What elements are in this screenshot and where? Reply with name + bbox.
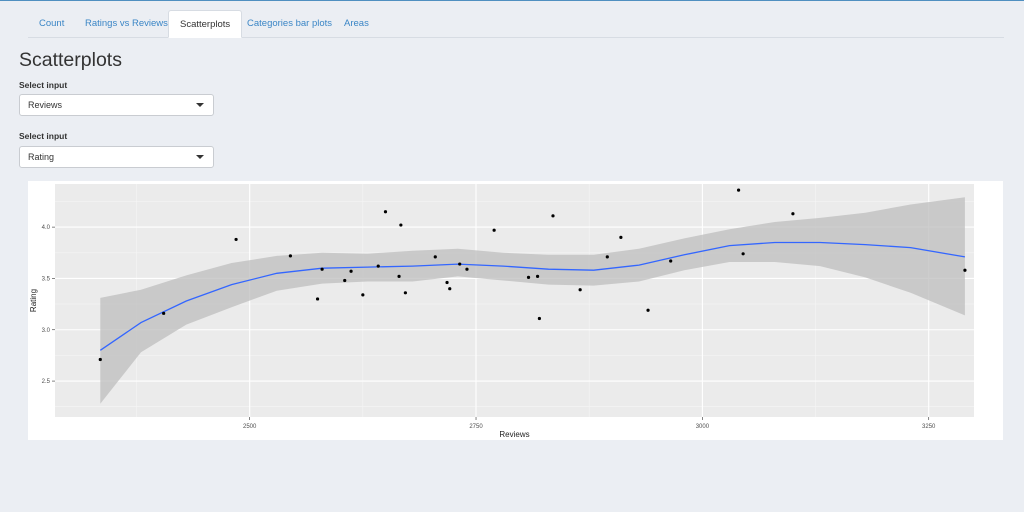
caret-down-icon (196, 103, 204, 107)
x-axis-label: Reviews (499, 430, 529, 439)
data-point (458, 262, 462, 266)
data-point (376, 264, 380, 268)
tab-scatterplots[interactable]: Scatterplots (168, 10, 243, 38)
data-point (535, 274, 540, 278)
x-tick-label: 3000 (696, 424, 710, 430)
data-point (669, 259, 673, 263)
data-point (397, 274, 401, 278)
select-x-label: Select input (19, 80, 68, 90)
data-point (791, 212, 795, 216)
plot-container: 2500 2750 3000 3250 2.5 3.0 3.5 4.0 Reviews Rat… (28, 181, 1003, 440)
data-point (741, 252, 745, 256)
data-point (605, 255, 609, 259)
select-y-label: Select input (19, 131, 68, 141)
data-point (383, 210, 388, 214)
select-y-value: Rating (28, 152, 55, 162)
y-axis-label: Rating (29, 289, 38, 312)
data-point (578, 288, 582, 292)
caret-down-icon (196, 155, 204, 159)
data-point (288, 254, 293, 258)
data-point (98, 357, 102, 362)
tab-bar: Count Ratings vs Reviews Scatterplots Ca… (28, 10, 1004, 38)
x-tick-label: 3250 (922, 424, 936, 430)
y-tick-label: 3.0 (42, 328, 51, 334)
confidence-ribbon (100, 197, 965, 404)
x-tick-label: 2750 (469, 424, 483, 430)
data-point (234, 237, 238, 242)
select-y-dropdown[interactable]: Rating (19, 146, 214, 168)
data-point (349, 269, 353, 273)
smooth-line (99, 241, 966, 351)
data-point (551, 214, 555, 218)
tab-ratings-vs-reviews[interactable]: Ratings vs Reviews (85, 18, 168, 29)
tab-areas[interactable]: Areas (344, 18, 369, 29)
select-x-dropdown[interactable]: Reviews (19, 94, 214, 116)
data-point (445, 280, 449, 285)
select-x-value: Reviews (28, 100, 63, 110)
data-point (361, 293, 365, 297)
page-title: Scatterplots (19, 49, 122, 71)
data-point (537, 316, 541, 321)
y-tick-label: 4.0 (42, 225, 51, 231)
data-point (315, 297, 320, 301)
data-point (343, 278, 347, 283)
top-accent-line (0, 0, 1024, 1)
data-point (492, 228, 496, 232)
tab-categories-bar-plots[interactable]: Categories bar plots (247, 18, 333, 29)
data-point (736, 188, 741, 192)
y-tick-label: 3.5 (42, 276, 51, 282)
data-point (963, 268, 967, 272)
scatter-chart: 2500 2750 3000 3250 2.5 3.0 3.5 4.0 Reviews Rat… (29, 184, 974, 439)
data-point (465, 267, 469, 271)
data-point (433, 255, 437, 259)
data-point (162, 311, 166, 315)
data-point (448, 287, 452, 291)
data-point (403, 291, 407, 295)
data-point (320, 267, 324, 271)
x-tick-label: 2500 (243, 424, 257, 430)
tab-count[interactable]: Count (39, 18, 65, 29)
data-point (619, 235, 623, 239)
data-point (399, 223, 403, 227)
data-point (526, 275, 531, 280)
data-point (646, 308, 650, 312)
y-tick-label: 2.5 (42, 379, 51, 385)
